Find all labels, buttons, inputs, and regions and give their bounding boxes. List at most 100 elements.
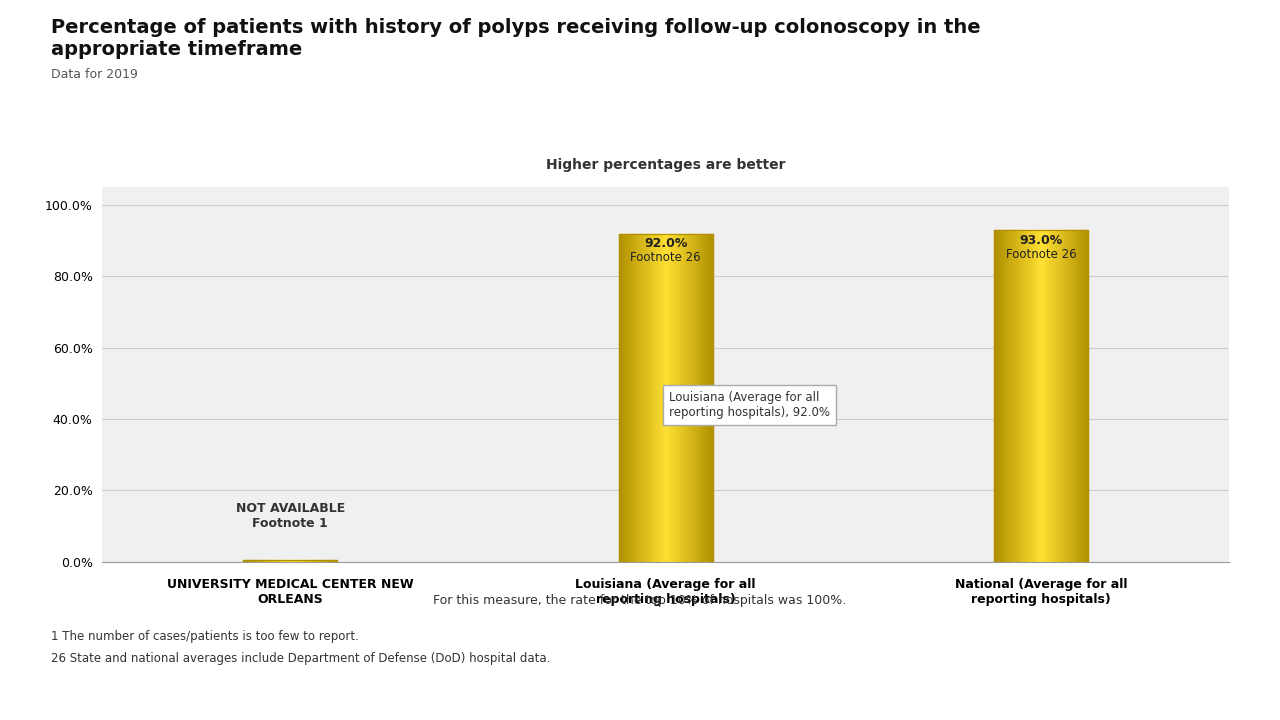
Text: 1 The number of cases/patients is too few to report.: 1 The number of cases/patients is too fe… <box>51 630 360 643</box>
Bar <box>618 233 621 562</box>
Bar <box>273 560 275 562</box>
Text: Louisiana (Average for all
reporting hospitals), 92.0%: Louisiana (Average for all reporting hos… <box>669 391 831 419</box>
Bar <box>320 560 323 562</box>
Text: For this measure, the rate for the top 10% of hospitals was 100%.: For this measure, the rate for the top 1… <box>434 594 846 607</box>
Bar <box>645 233 646 562</box>
Bar <box>709 233 710 562</box>
Bar <box>1032 230 1033 562</box>
Bar <box>632 233 634 562</box>
Bar <box>1019 230 1020 562</box>
Bar <box>255 560 256 562</box>
Bar <box>673 233 675 562</box>
Bar <box>262 560 264 562</box>
Bar <box>995 230 1088 562</box>
Bar <box>264 560 266 562</box>
Bar <box>1005 230 1007 562</box>
Bar <box>646 233 649 562</box>
Bar <box>283 560 284 562</box>
Bar <box>677 233 678 562</box>
Bar <box>1033 230 1036 562</box>
Bar <box>301 560 303 562</box>
Bar <box>243 560 337 562</box>
Bar <box>298 560 300 562</box>
Text: Higher percentages are better: Higher percentages are better <box>545 158 786 172</box>
Bar <box>1004 230 1005 562</box>
Bar <box>1016 230 1019 562</box>
Text: Footnote 26: Footnote 26 <box>630 251 701 264</box>
Bar <box>332 560 333 562</box>
Bar <box>1076 230 1079 562</box>
Bar <box>618 233 713 562</box>
Bar <box>662 233 664 562</box>
Bar <box>1052 230 1055 562</box>
Bar <box>266 560 268 562</box>
Bar <box>995 230 996 562</box>
Bar <box>244 560 247 562</box>
Bar <box>1055 230 1056 562</box>
Bar <box>311 560 312 562</box>
Bar <box>260 560 262 562</box>
Bar <box>660 233 662 562</box>
Bar <box>291 560 292 562</box>
Bar <box>628 233 630 562</box>
Bar <box>1044 230 1047 562</box>
Bar <box>695 233 698 562</box>
Bar <box>312 560 315 562</box>
Bar <box>1011 230 1012 562</box>
Bar <box>653 233 654 562</box>
Bar <box>1060 230 1061 562</box>
Bar <box>1027 230 1028 562</box>
Bar <box>1012 230 1015 562</box>
Bar <box>1075 230 1076 562</box>
Bar <box>671 233 673 562</box>
Bar <box>1056 230 1059 562</box>
Bar <box>669 233 671 562</box>
Bar <box>1030 230 1032 562</box>
Bar <box>287 560 288 562</box>
Bar <box>307 560 308 562</box>
Bar <box>707 233 709 562</box>
Bar <box>1084 230 1087 562</box>
Bar <box>315 560 316 562</box>
Bar <box>650 233 653 562</box>
Bar <box>1080 230 1083 562</box>
Bar <box>1047 230 1048 562</box>
Bar <box>1079 230 1080 562</box>
Bar <box>667 233 669 562</box>
Bar <box>654 233 657 562</box>
Bar <box>1024 230 1027 562</box>
Bar <box>1002 230 1004 562</box>
Text: NOT AVAILABLE: NOT AVAILABLE <box>236 503 344 516</box>
Bar <box>1028 230 1030 562</box>
Bar <box>333 560 335 562</box>
Bar <box>251 560 252 562</box>
Bar <box>637 233 639 562</box>
Bar <box>639 233 641 562</box>
Bar <box>658 233 660 562</box>
Bar <box>243 560 244 562</box>
Bar <box>248 560 251 562</box>
Bar <box>689 233 690 562</box>
Bar <box>259 560 260 562</box>
Bar <box>1051 230 1052 562</box>
Bar <box>271 560 273 562</box>
Bar <box>675 233 677 562</box>
Bar <box>705 233 707 562</box>
Bar <box>692 233 694 562</box>
Bar <box>698 233 699 562</box>
Bar <box>998 230 1000 562</box>
Text: Percentage of patients with history of polyps receiving follow-up colonoscopy in: Percentage of patients with history of p… <box>51 18 980 37</box>
Bar <box>621 233 622 562</box>
Bar <box>685 233 686 562</box>
Bar <box>710 233 713 562</box>
Bar <box>625 233 626 562</box>
Bar <box>996 230 998 562</box>
Bar <box>681 233 682 562</box>
Bar <box>1061 230 1064 562</box>
Bar <box>1015 230 1016 562</box>
Bar <box>678 233 681 562</box>
Bar <box>324 560 326 562</box>
Bar <box>1065 230 1068 562</box>
Text: 93.0%: 93.0% <box>1019 233 1062 246</box>
Bar <box>657 233 658 562</box>
